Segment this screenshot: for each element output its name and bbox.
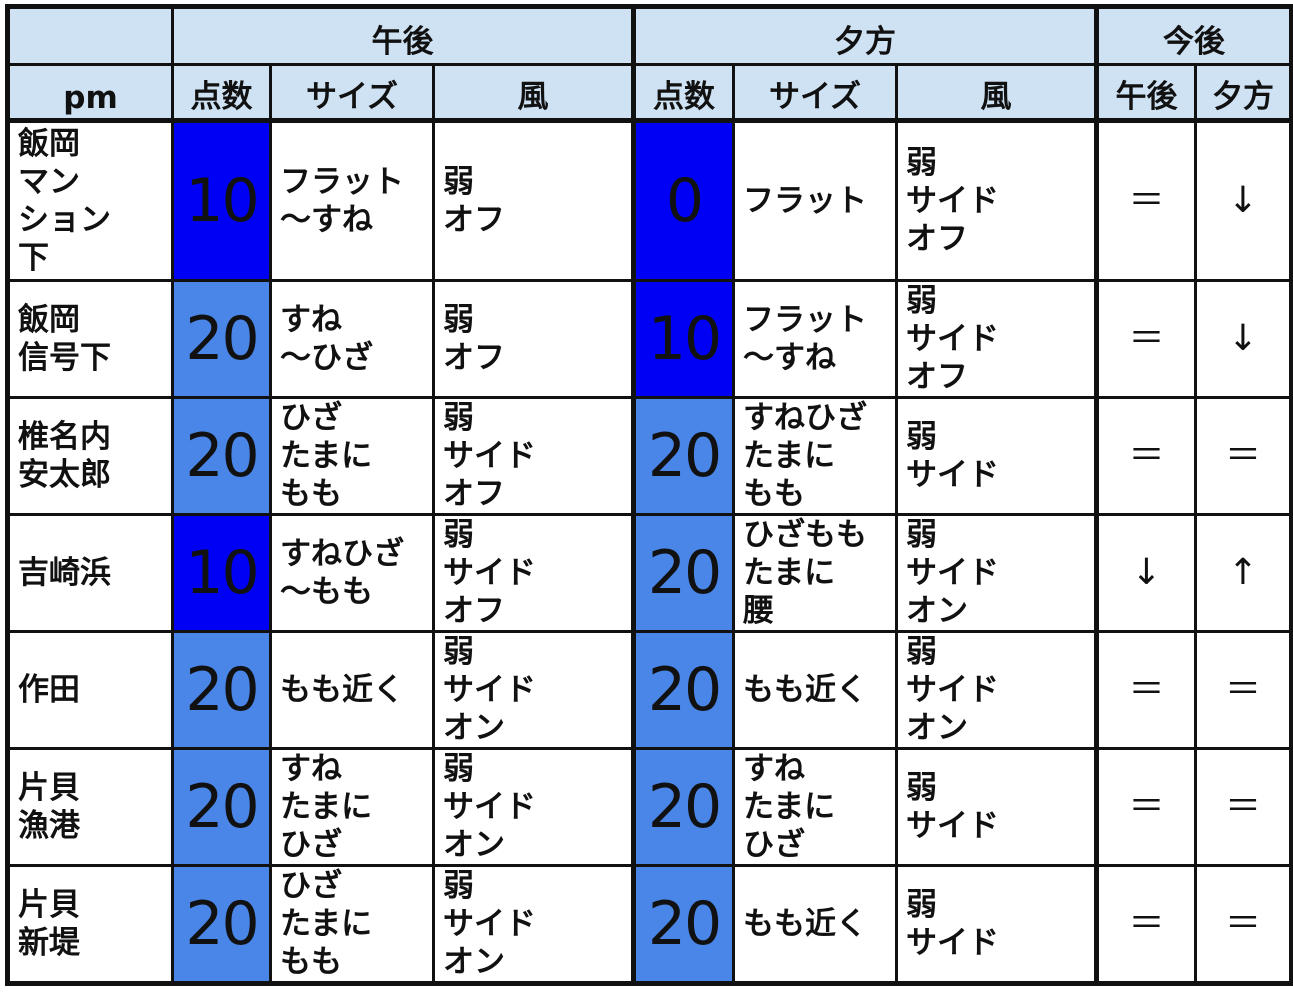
- ev-size-cell: もも近く: [732, 630, 898, 750]
- pm-size-cell: すね ～ひざ: [269, 279, 435, 399]
- trend-pm-cell: ＝: [1094, 747, 1198, 867]
- pm-size-cell: ひざ たまに もも: [269, 864, 435, 985]
- ev-score-cell: 20: [631, 396, 735, 516]
- table-row: 吉崎浜 10 すねひざ ～もも弱 サイド オフ 20 ひざもも たまに 腰弱 サイド オ…: [6, 513, 1293, 633]
- place-cell: 作田: [6, 630, 174, 750]
- pm-score-cell: 10: [171, 513, 272, 633]
- surf-forecast-table: 午後 夕方 今後 pm 点数 サイズ 風 点数 サイズ 風 午後 夕方 飯岡 マ…: [5, 4, 1293, 986]
- col-pm-size: サイズ: [269, 63, 435, 123]
- ev-size-cell: フラット ～すね: [732, 279, 898, 399]
- trend-pm-cell: ＝: [1094, 630, 1198, 750]
- col-ev-wind: 風: [894, 63, 1099, 123]
- trend-ev-cell: ↓: [1194, 119, 1293, 282]
- corner-label: pm: [6, 63, 174, 123]
- ev-wind-cell: 弱 サイド: [894, 747, 1099, 867]
- place-cell: 片貝 新堤: [6, 864, 174, 985]
- place-cell: 片貝 漁港: [6, 747, 174, 867]
- table-row: 作田 20 もも近く弱 サイド オン 20 もも近く弱 サイド オン＝＝: [6, 630, 1293, 750]
- table-row: 片貝 漁港 20 すね たまに ひざ弱 サイド オン 20 すね たまに ひざ弱 サイド…: [6, 747, 1293, 867]
- pm-wind-cell: 弱 サイド オン: [432, 864, 635, 985]
- place-cell: 椎名内 安太郎: [6, 396, 174, 516]
- trend-ev-cell: ＝: [1194, 630, 1293, 750]
- ev-score-cell: 10: [631, 279, 735, 399]
- group-afternoon: 午後: [171, 5, 635, 66]
- pm-wind-cell: 弱 オフ: [432, 279, 635, 399]
- pm-wind-cell: 弱 サイド オン: [432, 747, 635, 867]
- col-pm-score: 点数: [171, 63, 272, 123]
- pm-score-cell: 20: [171, 864, 272, 985]
- ev-size-cell: もも近く: [732, 864, 898, 985]
- ev-wind-cell: 弱 サイド オン: [894, 513, 1099, 633]
- ev-wind-cell: 弱 サイド: [894, 864, 1099, 985]
- trend-ev-cell: ＝: [1194, 396, 1293, 516]
- pm-wind-cell: 弱 サイド オフ: [432, 513, 635, 633]
- ev-score-cell: 20: [631, 747, 735, 867]
- trend-ev-cell: ↑: [1194, 513, 1293, 633]
- trend-pm-cell: ＝: [1094, 279, 1198, 399]
- ev-size-cell: フラット: [732, 119, 898, 282]
- ev-size-cell: ひざもも たまに 腰: [732, 513, 898, 633]
- group-evening: 夕方: [630, 5, 1099, 66]
- pm-wind-cell: 弱 サイド オン: [432, 630, 635, 750]
- trend-pm-cell: ＝: [1094, 119, 1198, 282]
- header-group-row: 午後 夕方 今後: [6, 5, 1293, 66]
- pm-size-cell: もも近く: [269, 630, 435, 750]
- place-cell: 飯岡 マン ション 下: [6, 119, 174, 282]
- pm-score-cell: 20: [171, 747, 272, 867]
- ev-wind-cell: 弱 サイド オフ: [894, 119, 1099, 282]
- pm-score-cell: 10: [171, 119, 272, 282]
- col-ev-size: サイズ: [732, 63, 898, 123]
- ev-wind-cell: 弱 サイド: [894, 396, 1099, 516]
- col-trend-ev: 夕方: [1194, 63, 1293, 123]
- ev-score-cell: 20: [631, 864, 735, 985]
- pm-score-cell: 20: [171, 630, 272, 750]
- col-ev-score: 点数: [631, 63, 735, 123]
- trend-pm-cell: ＝: [1094, 864, 1198, 985]
- trend-pm-cell: ＝: [1094, 396, 1198, 516]
- ev-score-cell: 0: [631, 119, 735, 282]
- col-trend-pm: 午後: [1094, 63, 1198, 123]
- ev-wind-cell: 弱 サイド オン: [894, 630, 1099, 750]
- table-row: 飯岡 信号下 20 すね ～ひざ弱 オフ 10 フラット ～すね弱 サイド オフ＝ ↓: [6, 279, 1293, 399]
- pm-size-cell: ひざ たまに もも: [269, 396, 435, 516]
- pm-size-cell: フラット ～すね: [269, 119, 435, 282]
- table-row: 飯岡 マン ション 下 10 フラット ～すね弱 オフ 0 フラット弱 サイド オフ＝ ↓: [6, 119, 1293, 282]
- ev-size-cell: すねひざ たまに もも: [732, 396, 898, 516]
- ev-score-cell: 20: [631, 630, 735, 750]
- pm-size-cell: すね たまに ひざ: [269, 747, 435, 867]
- ev-score-cell: 20: [631, 513, 735, 633]
- place-cell: 吉崎浜: [6, 513, 174, 633]
- pm-wind-cell: 弱 オフ: [432, 119, 635, 282]
- trend-ev-cell: ＝: [1194, 747, 1293, 867]
- trend-ev-cell: ＝: [1194, 864, 1293, 985]
- trend-ev-cell: ↓: [1194, 279, 1293, 399]
- trend-pm-cell: ↓: [1094, 513, 1198, 633]
- group-outlook: 今後: [1094, 5, 1293, 66]
- ev-wind-cell: 弱 サイド オフ: [894, 279, 1099, 399]
- pm-score-cell: 20: [171, 396, 272, 516]
- table-row: 片貝 新堤 20 ひざ たまに もも弱 サイド オン 20 もも近く弱 サイド＝＝: [6, 864, 1293, 985]
- header-sub-row: pm 点数 サイズ 風 点数 サイズ 風 午後 夕方: [6, 63, 1293, 123]
- ev-size-cell: すね たまに ひざ: [732, 747, 898, 867]
- pm-score-cell: 20: [171, 279, 272, 399]
- col-pm-wind: 風: [432, 63, 635, 123]
- pm-wind-cell: 弱 サイド オフ: [432, 396, 635, 516]
- corner-cell: [6, 5, 174, 66]
- table-row: 椎名内 安太郎 20 ひざ たまに もも弱 サイド オフ 20 すねひざ たまに もも弱…: [6, 396, 1293, 516]
- pm-size-cell: すねひざ ～もも: [269, 513, 435, 633]
- place-cell: 飯岡 信号下: [6, 279, 174, 399]
